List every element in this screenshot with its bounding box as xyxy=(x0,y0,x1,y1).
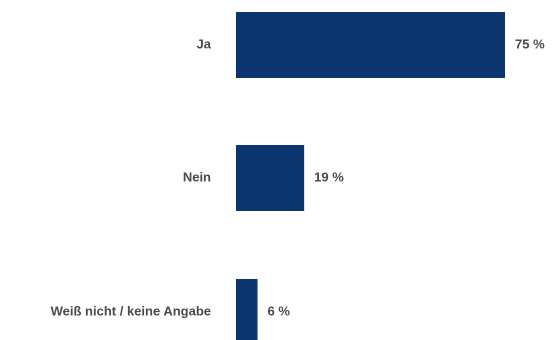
value-label-1: 19 % xyxy=(314,169,344,184)
bar-1 xyxy=(236,145,305,211)
category-label-0: Ja xyxy=(197,36,212,51)
category-label-1: Nein xyxy=(183,169,211,184)
bar-0 xyxy=(236,12,505,78)
value-label-0: 75 % xyxy=(515,36,545,51)
bar-2 xyxy=(236,279,258,340)
category-label-2: Weiß nicht / keine Angabe xyxy=(51,303,211,318)
value-label-2: 6 % xyxy=(268,303,291,318)
